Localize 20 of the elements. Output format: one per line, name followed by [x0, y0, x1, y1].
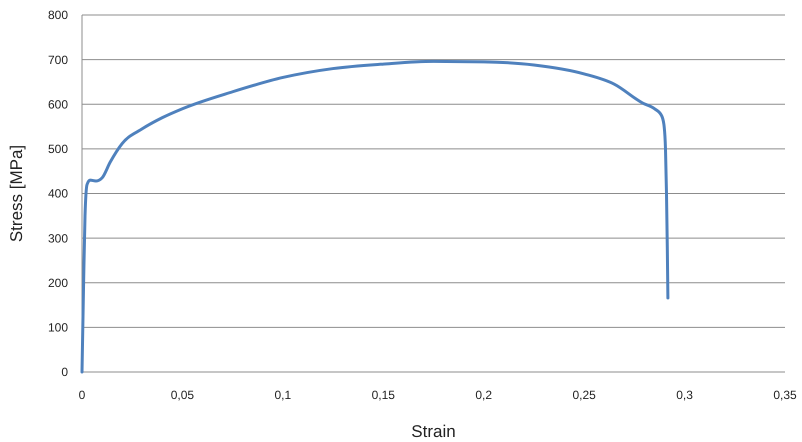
y-tick-label: 800	[48, 8, 68, 22]
x-tick-label: 0,15	[372, 388, 396, 402]
y-tick-label: 100	[48, 320, 68, 335]
y-tick-label: 600	[48, 97, 68, 112]
x-tick-label: 0	[78, 388, 86, 402]
x-tick-label: 0,3	[676, 388, 694, 402]
x-tick-label: 0,05	[170, 388, 194, 402]
y-tick-label: 300	[48, 231, 68, 246]
x-tick-label: 0,35	[773, 388, 797, 402]
y-tick-label: 200	[48, 276, 68, 290]
x-tick-label: 0,2	[475, 388, 492, 402]
y-tick-label: 0	[61, 365, 68, 380]
y-tick-label: 500	[48, 142, 68, 156]
y-tick-label: 400	[48, 186, 68, 201]
line-series	[80, 60, 670, 374]
x-tick-label: 0,1	[274, 388, 292, 402]
y-axis-title: Stress [MPa]	[7, 144, 26, 242]
x-tick-label: 0,25	[572, 388, 596, 402]
y-tick-label: 700	[48, 52, 68, 67]
x-axis-title: Strain	[411, 422, 456, 441]
